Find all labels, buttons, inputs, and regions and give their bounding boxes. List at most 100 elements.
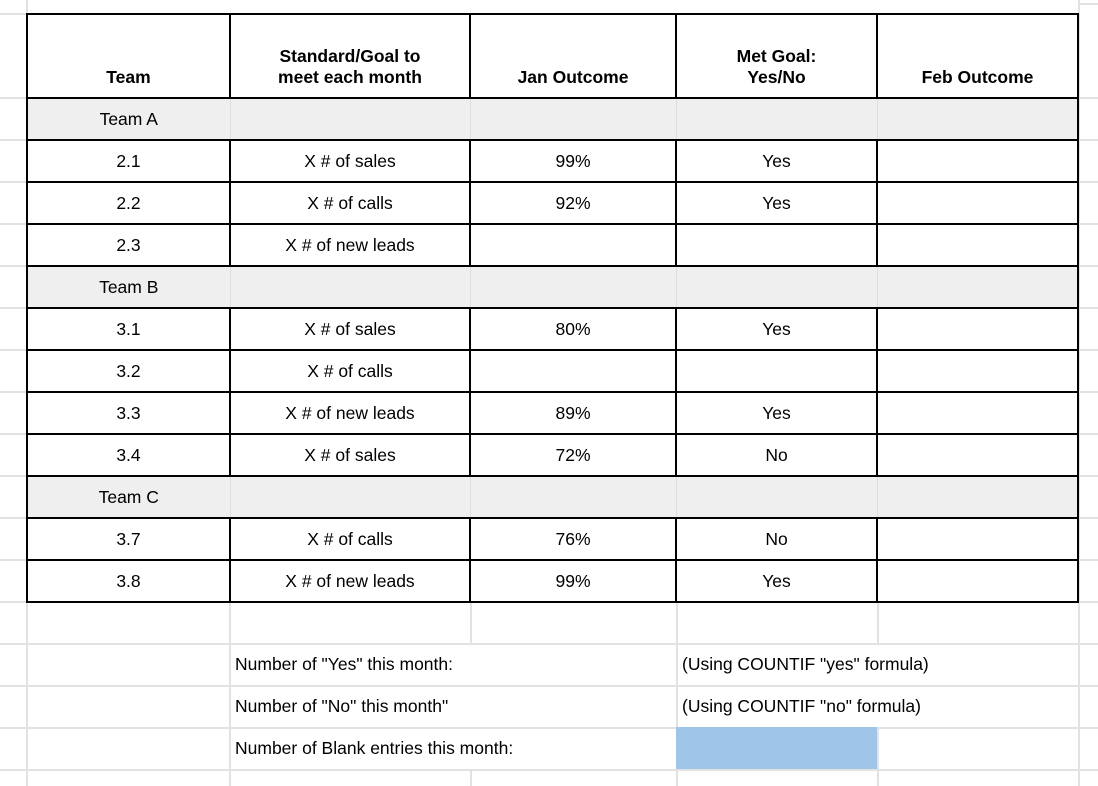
- cell-feb-outcome[interactable]: [876, 349, 1079, 393]
- blank-count-cell[interactable]: [676, 727, 877, 769]
- cell-team[interactable]: 3.8: [26, 559, 231, 603]
- cell-standard[interactable]: X # of new leads: [229, 223, 471, 267]
- cell-feb-outcome[interactable]: [876, 181, 1079, 225]
- cell-team-group[interactable]: Team C: [26, 475, 231, 519]
- summary-no-label[interactable]: Number of "No" this month": [235, 696, 449, 716]
- cell-jan-outcome[interactable]: 80%: [469, 307, 677, 351]
- header-cell-met-goal[interactable]: Met Goal: Yes/No: [675, 13, 878, 99]
- gridline: [0, 349, 26, 351]
- cell-standard[interactable]: X # of sales: [229, 307, 471, 351]
- summary-blank-label[interactable]: Number of Blank entries this month:: [235, 738, 514, 758]
- gridline: [1078, 559, 1098, 561]
- cell-feb-outcome[interactable]: [876, 559, 1079, 603]
- summary-yes-label[interactable]: Number of "Yes" this month:: [235, 654, 453, 674]
- cell-team[interactable]: 3.2: [26, 349, 231, 393]
- cell-team[interactable]: 3.4: [26, 433, 231, 477]
- cell-jan-outcome[interactable]: [469, 265, 677, 309]
- cell-standard[interactable]: X # of calls: [229, 517, 471, 561]
- gridline: [1078, 349, 1098, 351]
- cell-feb-outcome[interactable]: [876, 223, 1079, 267]
- cell-met-goal[interactable]: [675, 475, 878, 519]
- cell-standard[interactable]: [229, 97, 471, 141]
- gridline: [0, 727, 1098, 729]
- cell-jan-outcome[interactable]: 76%: [469, 517, 677, 561]
- gridline: [0, 307, 26, 309]
- summary-yes-formula-note[interactable]: (Using COUNTIF "yes" formula): [682, 654, 929, 674]
- cell-team-group[interactable]: Team B: [26, 265, 231, 309]
- cell-met-goal[interactable]: [675, 223, 878, 267]
- gridline: [1078, 0, 1080, 786]
- header-cell-team[interactable]: Team: [26, 13, 231, 99]
- cell-met-goal[interactable]: Yes: [675, 139, 878, 183]
- cell-met-goal[interactable]: [675, 349, 878, 393]
- cell-feb-outcome[interactable]: [876, 517, 1079, 561]
- cell-team-group[interactable]: Team A: [26, 97, 231, 141]
- table-row: 3.7 X # of calls 76% No: [26, 517, 1079, 561]
- cell-standard[interactable]: X # of calls: [229, 349, 471, 393]
- cell-standard[interactable]: X # of new leads: [229, 391, 471, 435]
- gridline: [0, 181, 26, 183]
- gridline: [0, 643, 1098, 645]
- gridline: [0, 13, 26, 15]
- cell-team[interactable]: 3.7: [26, 517, 231, 561]
- table-row: 2.2 X # of calls 92% Yes: [26, 181, 1079, 225]
- header-cell-jan-outcome[interactable]: Jan Outcome: [469, 13, 677, 99]
- cell-met-goal[interactable]: Yes: [675, 307, 878, 351]
- cell-jan-outcome[interactable]: 92%: [469, 181, 677, 225]
- gridline: [229, 602, 231, 786]
- gridline: [676, 769, 678, 786]
- cell-feb-outcome[interactable]: [876, 265, 1079, 309]
- cell-team[interactable]: 3.1: [26, 307, 231, 351]
- cell-jan-outcome[interactable]: [469, 97, 677, 141]
- gridline: [0, 97, 26, 99]
- cell-met-goal[interactable]: [675, 97, 878, 141]
- cell-standard[interactable]: X # of sales: [229, 139, 471, 183]
- header-cell-standard[interactable]: Standard/Goal to meet each month: [229, 13, 471, 99]
- gridline: [0, 433, 26, 435]
- cell-feb-outcome[interactable]: [876, 307, 1079, 351]
- cell-feb-outcome[interactable]: [876, 433, 1079, 477]
- table-row: 2.3 X # of new leads: [26, 223, 1079, 267]
- gridline: [0, 601, 26, 603]
- gridline: [877, 727, 879, 786]
- cell-met-goal[interactable]: No: [675, 517, 878, 561]
- group-row-team-a: Team A: [26, 97, 1079, 141]
- cell-team[interactable]: 3.3: [26, 391, 231, 435]
- summary-no-formula-note[interactable]: (Using COUNTIF "no" formula): [682, 696, 921, 716]
- cell-feb-outcome[interactable]: [876, 97, 1079, 141]
- header-cell-feb-outcome[interactable]: Feb Outcome: [876, 13, 1079, 99]
- cell-standard[interactable]: X # of sales: [229, 433, 471, 477]
- cell-met-goal[interactable]: Yes: [675, 559, 878, 603]
- cell-jan-outcome[interactable]: [469, 475, 677, 519]
- cell-jan-outcome[interactable]: 89%: [469, 391, 677, 435]
- table-row: 2.1 X # of sales 99% Yes: [26, 139, 1079, 183]
- gridline: [1078, 97, 1098, 99]
- cell-feb-outcome[interactable]: [876, 475, 1079, 519]
- cell-team[interactable]: 2.1: [26, 139, 231, 183]
- gridline: [470, 769, 472, 786]
- gridline: [1078, 223, 1098, 225]
- cell-met-goal[interactable]: No: [675, 433, 878, 477]
- cell-jan-outcome[interactable]: [469, 223, 677, 267]
- gridline: [676, 602, 678, 727]
- cell-met-goal[interactable]: [675, 265, 878, 309]
- cell-met-goal[interactable]: Yes: [675, 391, 878, 435]
- header-row: Team Standard/Goal to meet each month Ja…: [26, 13, 1079, 99]
- gridline: [1078, 181, 1098, 183]
- cell-feb-outcome[interactable]: [876, 391, 1079, 435]
- cell-team[interactable]: 2.3: [26, 223, 231, 267]
- cell-standard[interactable]: [229, 265, 471, 309]
- cell-jan-outcome[interactable]: 99%: [469, 559, 677, 603]
- cell-team[interactable]: 2.2: [26, 181, 231, 225]
- gridline: [1078, 3, 1098, 5]
- cell-feb-outcome[interactable]: [876, 139, 1079, 183]
- table-row: 3.4 X # of sales 72% No: [26, 433, 1079, 477]
- cell-standard[interactable]: X # of calls: [229, 181, 471, 225]
- cell-jan-outcome[interactable]: 72%: [469, 433, 677, 477]
- cell-standard[interactable]: X # of new leads: [229, 559, 471, 603]
- cell-jan-outcome[interactable]: [469, 349, 677, 393]
- cell-jan-outcome[interactable]: 99%: [469, 139, 677, 183]
- cell-standard[interactable]: [229, 475, 471, 519]
- cell-met-goal[interactable]: Yes: [675, 181, 878, 225]
